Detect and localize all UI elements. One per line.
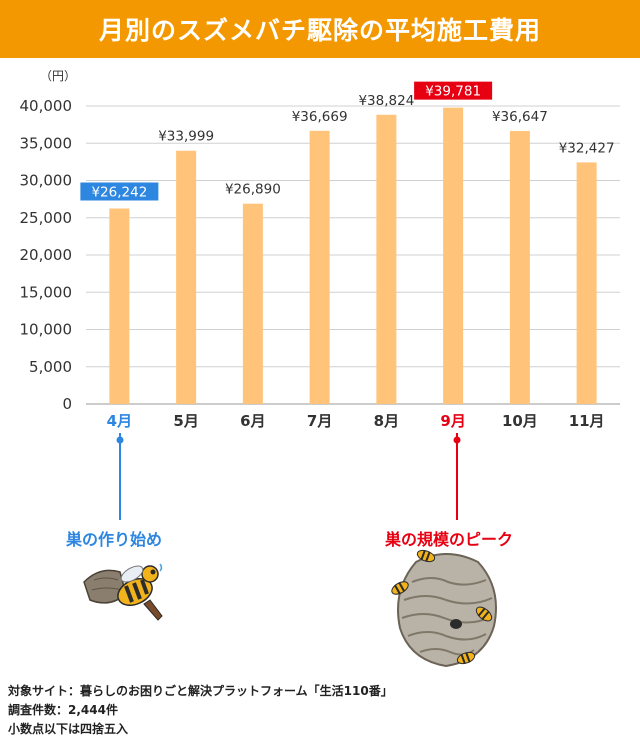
value-label: ¥33,999	[158, 129, 214, 145]
x-tick-label: 8月	[374, 412, 399, 430]
bar-chart: （円） 0 5,000 10,000 15,000 20,000 25,000 30,000 3…	[20, 69, 620, 430]
value-label: ¥26,890	[225, 182, 281, 198]
footer-rounding-note: 小数点以下は四捨五入	[8, 722, 129, 736]
low-callout-line	[116, 433, 124, 520]
value-label: ¥26,242	[91, 184, 147, 200]
low-callout-label: 巣の作り始め	[66, 530, 163, 549]
bar	[509, 130, 530, 404]
bar	[309, 130, 330, 404]
value-label: ¥36,647	[492, 109, 548, 125]
y-axis-unit-label: （円）	[40, 69, 76, 83]
y-tick-label: 40,000	[20, 97, 73, 115]
bar	[242, 203, 263, 404]
value-label-highlight-box	[414, 81, 493, 100]
y-tick-label: 0	[62, 395, 72, 413]
high-callout-label: 巣の規模のピーク	[385, 530, 514, 549]
y-tick-label: 5,000	[29, 358, 72, 376]
y-tick-label: 30,000	[20, 172, 73, 190]
large-hornet-nest-icon	[391, 549, 497, 668]
value-label: ¥36,669	[292, 109, 348, 125]
x-tick-label: 4月	[107, 412, 132, 430]
bar	[176, 150, 197, 404]
footer-count: 調査件数：2,444件	[8, 703, 118, 717]
y-tick-label: 15,000	[20, 283, 73, 301]
bar	[443, 107, 464, 405]
x-tick-label: 10月	[502, 412, 538, 430]
bar	[109, 208, 130, 404]
chart-title-banner: 月別のスズメバチ駆除の平均施工費用	[0, 0, 640, 58]
x-tick-label: 5月	[173, 412, 198, 430]
footer-notes: 対象サイト：暮らしのお困りごと解決プラットフォーム「生活110番」 調査件数：2…	[8, 682, 393, 739]
footer-source: 対象サイト：暮らしのお困りごと解決プラットフォーム「生活110番」	[8, 684, 393, 698]
y-tick-label: 10,000	[20, 321, 73, 339]
bar	[576, 162, 597, 404]
value-label: ¥32,427	[559, 140, 615, 156]
high-callout-line	[453, 433, 461, 520]
bar	[376, 114, 397, 404]
value-label-highlight-box	[80, 182, 159, 201]
y-tick-label: 25,000	[20, 209, 73, 227]
x-tick-label: 7月	[307, 412, 332, 430]
chart-title: 月別のスズメバチ駆除の平均施工費用	[98, 16, 541, 45]
y-tick-label: 20,000	[20, 246, 73, 264]
x-tick-label: 6月	[240, 412, 265, 430]
value-label: ¥39,781	[425, 84, 481, 100]
value-label: ¥38,824	[358, 93, 414, 109]
x-tick-label: 11月	[569, 412, 605, 430]
y-tick-label: 35,000	[20, 134, 73, 152]
wasp-on-small-nest-icon	[83, 563, 163, 621]
x-tick-label: 9月	[440, 412, 465, 430]
